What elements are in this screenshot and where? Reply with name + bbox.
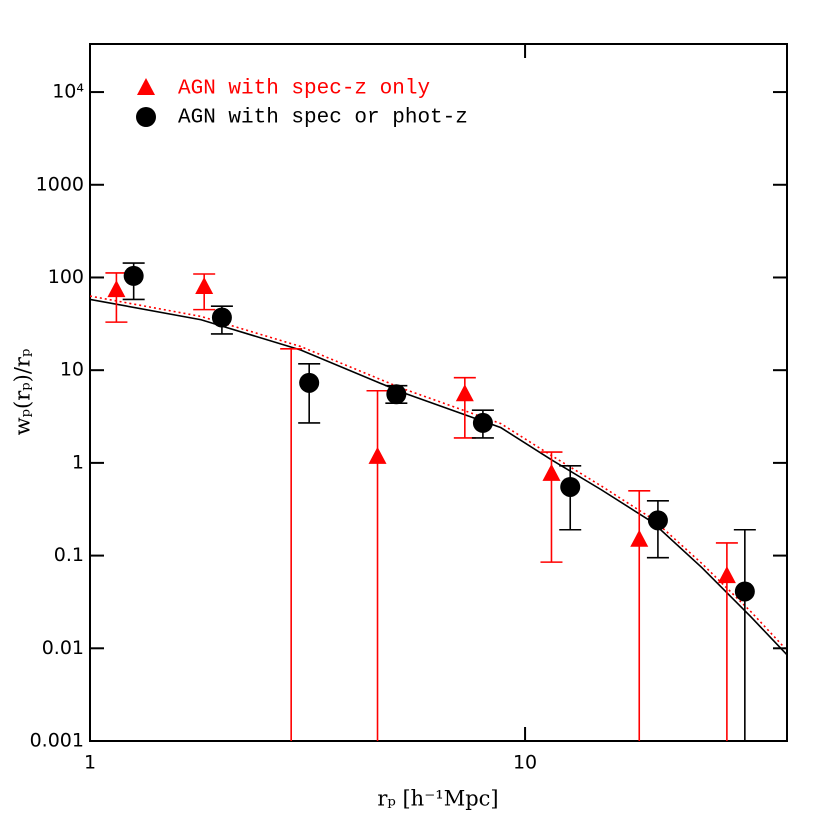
x-tick-label: 1 bbox=[84, 752, 96, 774]
circle-marker bbox=[386, 384, 407, 405]
legend-label: AGN with spec or phot-z bbox=[178, 107, 468, 130]
x-tick-label: 10 bbox=[513, 752, 537, 774]
triangle-marker bbox=[542, 463, 561, 481]
circle-marker bbox=[123, 265, 144, 286]
triangle-marker bbox=[195, 276, 214, 294]
triangle-marker bbox=[717, 566, 736, 584]
plot-area bbox=[90, 262, 787, 741]
triangle-marker bbox=[455, 384, 474, 402]
model-line bbox=[90, 295, 787, 651]
circle-marker bbox=[647, 510, 668, 531]
model-line bbox=[90, 298, 787, 656]
y-tick-label: 1 bbox=[72, 451, 84, 473]
x-axis-label: rₚ [h⁻¹Mpc] bbox=[377, 787, 498, 811]
legend-label: AGN with spec-z only bbox=[178, 78, 430, 101]
y-tick-label: 100 bbox=[48, 266, 84, 288]
y-tick-label: 10 bbox=[60, 359, 84, 381]
triangle-marker bbox=[368, 446, 387, 464]
y-tick-label: 10⁴ bbox=[52, 81, 84, 103]
circle-marker bbox=[299, 372, 320, 393]
triangle-marker bbox=[630, 529, 649, 547]
y-axis-label: wₚ(rₚ)/rₚ bbox=[11, 349, 35, 436]
plot-frame bbox=[89, 43, 788, 742]
triangle-marker bbox=[107, 280, 126, 298]
y-tick-label: 0.001 bbox=[30, 730, 84, 752]
circle-marker bbox=[211, 307, 232, 328]
circle-marker bbox=[472, 412, 493, 433]
legend-marker bbox=[136, 107, 156, 127]
circle-marker bbox=[734, 581, 755, 602]
y-tick-label: 0.01 bbox=[42, 637, 84, 659]
legend-marker bbox=[137, 78, 155, 95]
y-tick-label: 0.1 bbox=[54, 544, 84, 566]
circle-marker bbox=[560, 476, 581, 497]
y-tick-label: 1000 bbox=[36, 173, 84, 195]
